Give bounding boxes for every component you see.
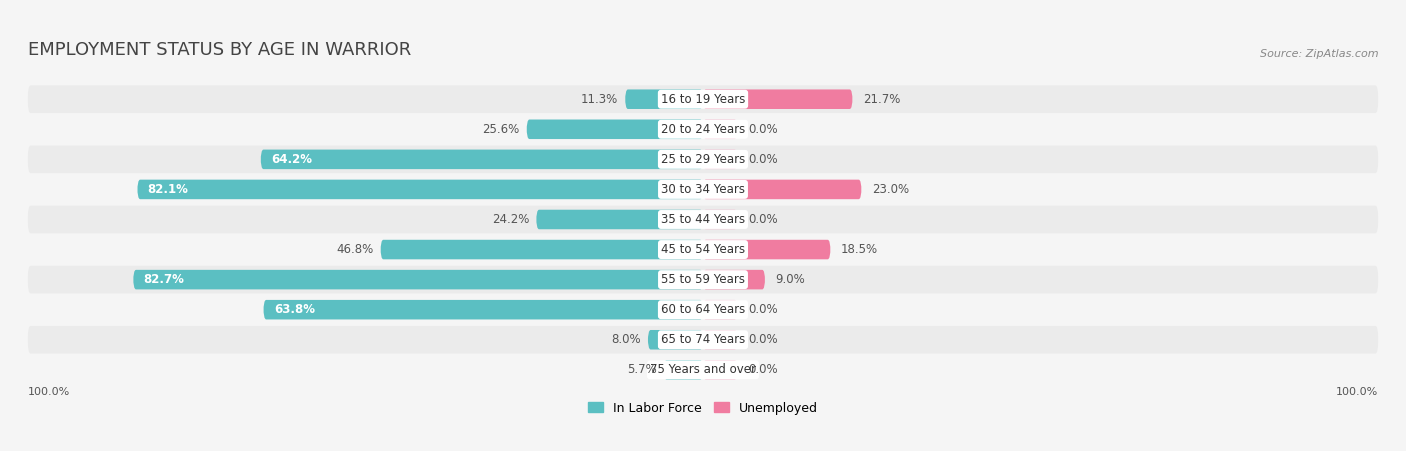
Text: 82.1%: 82.1% <box>148 183 188 196</box>
FancyBboxPatch shape <box>28 146 1378 173</box>
FancyBboxPatch shape <box>626 89 703 109</box>
Text: 25.6%: 25.6% <box>482 123 520 136</box>
Text: 0.0%: 0.0% <box>748 303 778 316</box>
FancyBboxPatch shape <box>703 270 765 290</box>
FancyBboxPatch shape <box>28 85 1378 113</box>
FancyBboxPatch shape <box>703 360 738 380</box>
Text: 0.0%: 0.0% <box>748 213 778 226</box>
FancyBboxPatch shape <box>703 120 738 139</box>
FancyBboxPatch shape <box>664 360 703 380</box>
Text: 23.0%: 23.0% <box>872 183 908 196</box>
Text: 55 to 59 Years: 55 to 59 Years <box>661 273 745 286</box>
FancyBboxPatch shape <box>703 89 852 109</box>
FancyBboxPatch shape <box>527 120 703 139</box>
Text: 0.0%: 0.0% <box>748 333 778 346</box>
Legend: In Labor Force, Unemployed: In Labor Force, Unemployed <box>588 402 818 414</box>
Text: 18.5%: 18.5% <box>841 243 877 256</box>
Text: 60 to 64 Years: 60 to 64 Years <box>661 303 745 316</box>
Text: 0.0%: 0.0% <box>748 364 778 376</box>
FancyBboxPatch shape <box>28 326 1378 354</box>
FancyBboxPatch shape <box>260 150 703 169</box>
Text: 75 Years and over: 75 Years and over <box>650 364 756 376</box>
Text: 82.7%: 82.7% <box>143 273 184 286</box>
FancyBboxPatch shape <box>28 356 1378 384</box>
Text: Source: ZipAtlas.com: Source: ZipAtlas.com <box>1260 49 1378 59</box>
Text: 30 to 34 Years: 30 to 34 Years <box>661 183 745 196</box>
Text: 16 to 19 Years: 16 to 19 Years <box>661 93 745 106</box>
Text: 100.0%: 100.0% <box>28 387 70 397</box>
Text: 0.0%: 0.0% <box>748 123 778 136</box>
FancyBboxPatch shape <box>28 266 1378 294</box>
FancyBboxPatch shape <box>28 296 1378 323</box>
FancyBboxPatch shape <box>703 240 831 259</box>
FancyBboxPatch shape <box>703 150 738 169</box>
FancyBboxPatch shape <box>28 236 1378 263</box>
Text: 5.7%: 5.7% <box>627 364 657 376</box>
FancyBboxPatch shape <box>28 206 1378 233</box>
Text: 25 to 29 Years: 25 to 29 Years <box>661 153 745 166</box>
FancyBboxPatch shape <box>703 210 738 229</box>
Text: 11.3%: 11.3% <box>581 93 619 106</box>
FancyBboxPatch shape <box>703 330 738 350</box>
FancyBboxPatch shape <box>381 240 703 259</box>
Text: 63.8%: 63.8% <box>274 303 315 316</box>
Text: 35 to 44 Years: 35 to 44 Years <box>661 213 745 226</box>
Text: 64.2%: 64.2% <box>271 153 312 166</box>
FancyBboxPatch shape <box>134 270 703 290</box>
Text: 46.8%: 46.8% <box>336 243 374 256</box>
FancyBboxPatch shape <box>28 115 1378 143</box>
FancyBboxPatch shape <box>263 300 703 319</box>
Text: 100.0%: 100.0% <box>1336 387 1378 397</box>
FancyBboxPatch shape <box>703 300 738 319</box>
FancyBboxPatch shape <box>536 210 703 229</box>
FancyBboxPatch shape <box>703 179 862 199</box>
Text: 9.0%: 9.0% <box>775 273 806 286</box>
Text: EMPLOYMENT STATUS BY AGE IN WARRIOR: EMPLOYMENT STATUS BY AGE IN WARRIOR <box>28 41 411 59</box>
FancyBboxPatch shape <box>28 175 1378 203</box>
FancyBboxPatch shape <box>138 179 703 199</box>
Text: 24.2%: 24.2% <box>492 213 530 226</box>
Text: 21.7%: 21.7% <box>863 93 900 106</box>
FancyBboxPatch shape <box>648 330 703 350</box>
Text: 65 to 74 Years: 65 to 74 Years <box>661 333 745 346</box>
Text: 0.0%: 0.0% <box>748 153 778 166</box>
Text: 20 to 24 Years: 20 to 24 Years <box>661 123 745 136</box>
Text: 45 to 54 Years: 45 to 54 Years <box>661 243 745 256</box>
Text: 8.0%: 8.0% <box>612 333 641 346</box>
